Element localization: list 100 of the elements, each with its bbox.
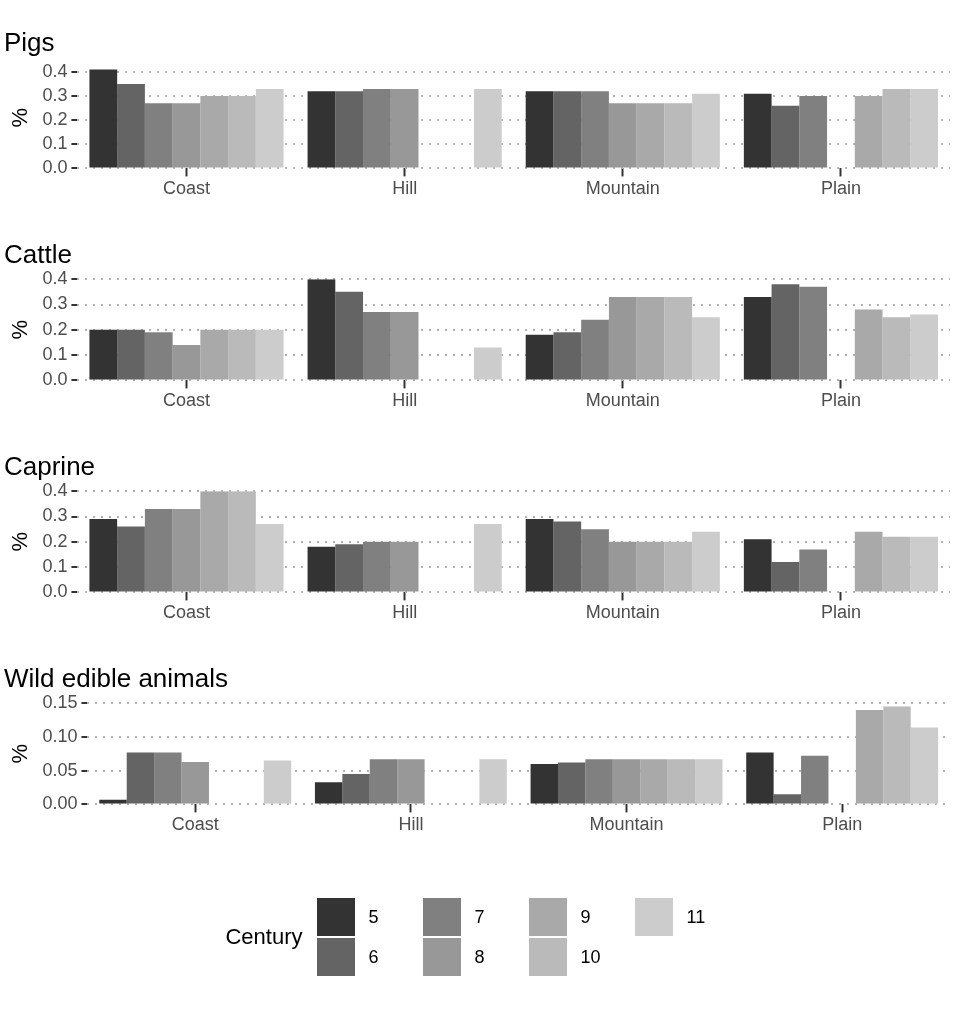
legend-label: 5	[368, 906, 380, 928]
bar	[369, 759, 398, 804]
x-tick-label: Plain	[820, 602, 861, 623]
bar	[117, 84, 145, 168]
bar	[144, 332, 173, 380]
y-tick-label: 0.4	[42, 480, 68, 501]
bar	[692, 93, 720, 168]
bar	[89, 329, 118, 380]
y-tick-label: 0.4	[42, 60, 68, 81]
x-tick-label: Plain	[822, 814, 863, 835]
chart-title: Pigs	[4, 26, 55, 57]
legend-label: 8	[474, 946, 486, 968]
bar	[335, 291, 364, 380]
bar	[910, 727, 939, 804]
bar	[117, 329, 145, 380]
x-tick-label: Mountain	[585, 390, 660, 411]
bar	[910, 88, 938, 168]
y-tick-label: 0.1	[42, 344, 68, 365]
y-tick-label: 0.05	[42, 759, 78, 780]
y-tick-label: 0.3	[42, 505, 68, 526]
bar	[799, 549, 828, 592]
bar	[692, 531, 720, 592]
bar	[363, 312, 391, 380]
x-tick-label: Mountain	[585, 178, 660, 199]
bar	[126, 752, 155, 804]
bar	[581, 319, 609, 380]
bar	[771, 562, 800, 592]
bar	[335, 91, 364, 168]
bar	[255, 88, 284, 168]
bar	[144, 508, 173, 592]
bar	[608, 541, 637, 592]
x-tick-label: Plain	[820, 178, 861, 199]
bar	[581, 91, 609, 168]
y-tick-label: 0.1	[42, 556, 68, 577]
y-axis-title: %	[7, 108, 33, 128]
legend-label: 7	[474, 906, 486, 928]
x-tick-label: Hill	[392, 390, 418, 411]
y-tick-label: 0.0	[42, 157, 68, 178]
y-tick-label: 0.0	[42, 369, 68, 390]
bar	[530, 763, 558, 804]
bar	[746, 752, 774, 804]
x-tick-label: Plain	[820, 390, 861, 411]
bar	[307, 279, 336, 380]
bar	[363, 541, 391, 592]
bar	[255, 524, 284, 592]
bar	[172, 508, 201, 592]
bar	[390, 312, 419, 380]
bar	[557, 762, 586, 804]
bar	[89, 519, 118, 592]
x-tick-label: Coast	[162, 178, 211, 199]
x-tick-label: Mountain	[589, 814, 664, 835]
bar	[172, 103, 201, 168]
x-tick-label: Coast	[162, 390, 211, 411]
y-tick-label: 0.0	[42, 581, 68, 602]
y-tick-label: 0.2	[42, 109, 68, 130]
y-tick-label: 0.3	[42, 85, 68, 106]
x-tick-label: Coast	[171, 814, 219, 835]
bar	[910, 314, 938, 380]
legend-title: Century	[225, 924, 303, 950]
chart-title: Wild edible animals	[4, 662, 228, 693]
y-tick-label: 0.3	[42, 293, 68, 314]
bar	[771, 105, 800, 168]
bar	[144, 103, 173, 168]
y-tick-label: 0.2	[42, 530, 68, 551]
bar	[314, 782, 343, 804]
bar	[390, 88, 419, 168]
y-axis-title: %	[7, 744, 33, 764]
bar	[181, 761, 209, 804]
bar	[608, 296, 637, 380]
x-tick-label: Hill	[398, 814, 424, 835]
bar	[525, 91, 554, 168]
bar	[473, 88, 502, 168]
bar	[390, 541, 419, 592]
bar	[342, 774, 370, 804]
bar	[307, 91, 336, 168]
bar	[525, 334, 554, 380]
legend-label: 10	[580, 946, 602, 968]
bar	[612, 759, 641, 804]
chart-title: Caprine	[4, 450, 96, 481]
x-tick-label: Coast	[162, 602, 211, 623]
y-tick-label: 0.10	[42, 725, 78, 746]
y-axis-title: %	[7, 320, 33, 340]
bar	[581, 529, 609, 592]
bar	[743, 539, 772, 592]
bar	[553, 91, 582, 168]
legend-label: 9	[580, 906, 592, 928]
x-tick-label: Mountain	[585, 602, 660, 623]
bar	[154, 752, 182, 804]
bar	[397, 759, 425, 804]
bar	[799, 96, 828, 168]
legend-label: 6	[368, 946, 380, 968]
y-axis-title: %	[7, 532, 33, 552]
bar	[743, 296, 772, 380]
bar	[771, 284, 800, 380]
bar	[263, 760, 292, 804]
bar	[89, 69, 118, 168]
legend-label: 11	[686, 906, 707, 928]
bar	[473, 524, 502, 592]
bar	[117, 526, 145, 592]
y-tick-label: 0.1	[42, 133, 68, 154]
